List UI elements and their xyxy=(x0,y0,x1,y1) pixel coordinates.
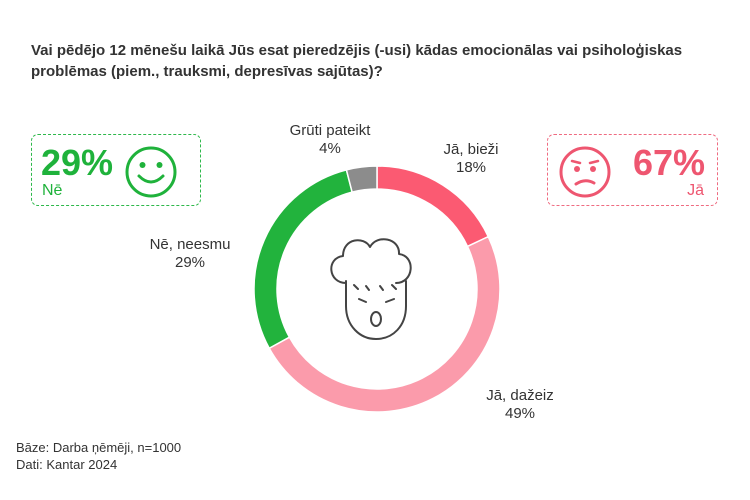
donut-slice-1 xyxy=(268,235,501,413)
slice-value-ne-neesmu: 29% xyxy=(174,254,206,271)
slice-name-ja-biezi: Jā, bieži xyxy=(443,141,499,158)
summary-no-value: 29% xyxy=(41,142,114,183)
slice-value-ja-biezi: 18% xyxy=(455,159,487,176)
slice-name-ne-neesmu: Nē, neesmu xyxy=(149,236,231,253)
slice-label-ja-biezi: Jā, bieži 18% xyxy=(416,141,526,177)
donut-slice-2 xyxy=(253,168,354,350)
slice-label-gruti-pateikt: Grūti pateikt 4% xyxy=(270,122,390,158)
summary-card-yes: 67% Jā xyxy=(547,134,718,206)
slice-name-gruti-pateikt: Grūti pateikt xyxy=(289,122,371,139)
donut-slice-3 xyxy=(345,165,378,194)
smiley-face-icon xyxy=(125,146,177,198)
chart-title: Vai pēdējo 12 mēnešu laikā Jūs esat pier… xyxy=(31,42,683,80)
donut-slice-0 xyxy=(376,165,490,248)
slice-value-ja-dazeiz: 49% xyxy=(504,405,536,422)
summary-yes-label: Jā xyxy=(687,182,704,199)
slice-label-ja-dazeiz: Jā, dažeiz 49% xyxy=(465,387,575,423)
footnote-base: Bāze: Darba ņēmēji, n=1000 xyxy=(16,440,182,455)
sad-face-icon xyxy=(559,146,611,198)
slice-value-gruti-pateikt: 4% xyxy=(319,140,341,157)
slice-label-ne-neesmu: Nē, neesmu 29% xyxy=(130,236,250,272)
summary-card-no: 29% Nē xyxy=(31,134,201,206)
summary-yes-value: 67% xyxy=(632,142,705,183)
summary-no-label: Nē xyxy=(42,182,63,199)
slice-name-ja-dazeiz: Jā, dažeiz xyxy=(486,387,554,404)
stressed-person-icon xyxy=(330,238,412,340)
footnote-source: Dati: Kantar 2024 xyxy=(16,457,118,472)
